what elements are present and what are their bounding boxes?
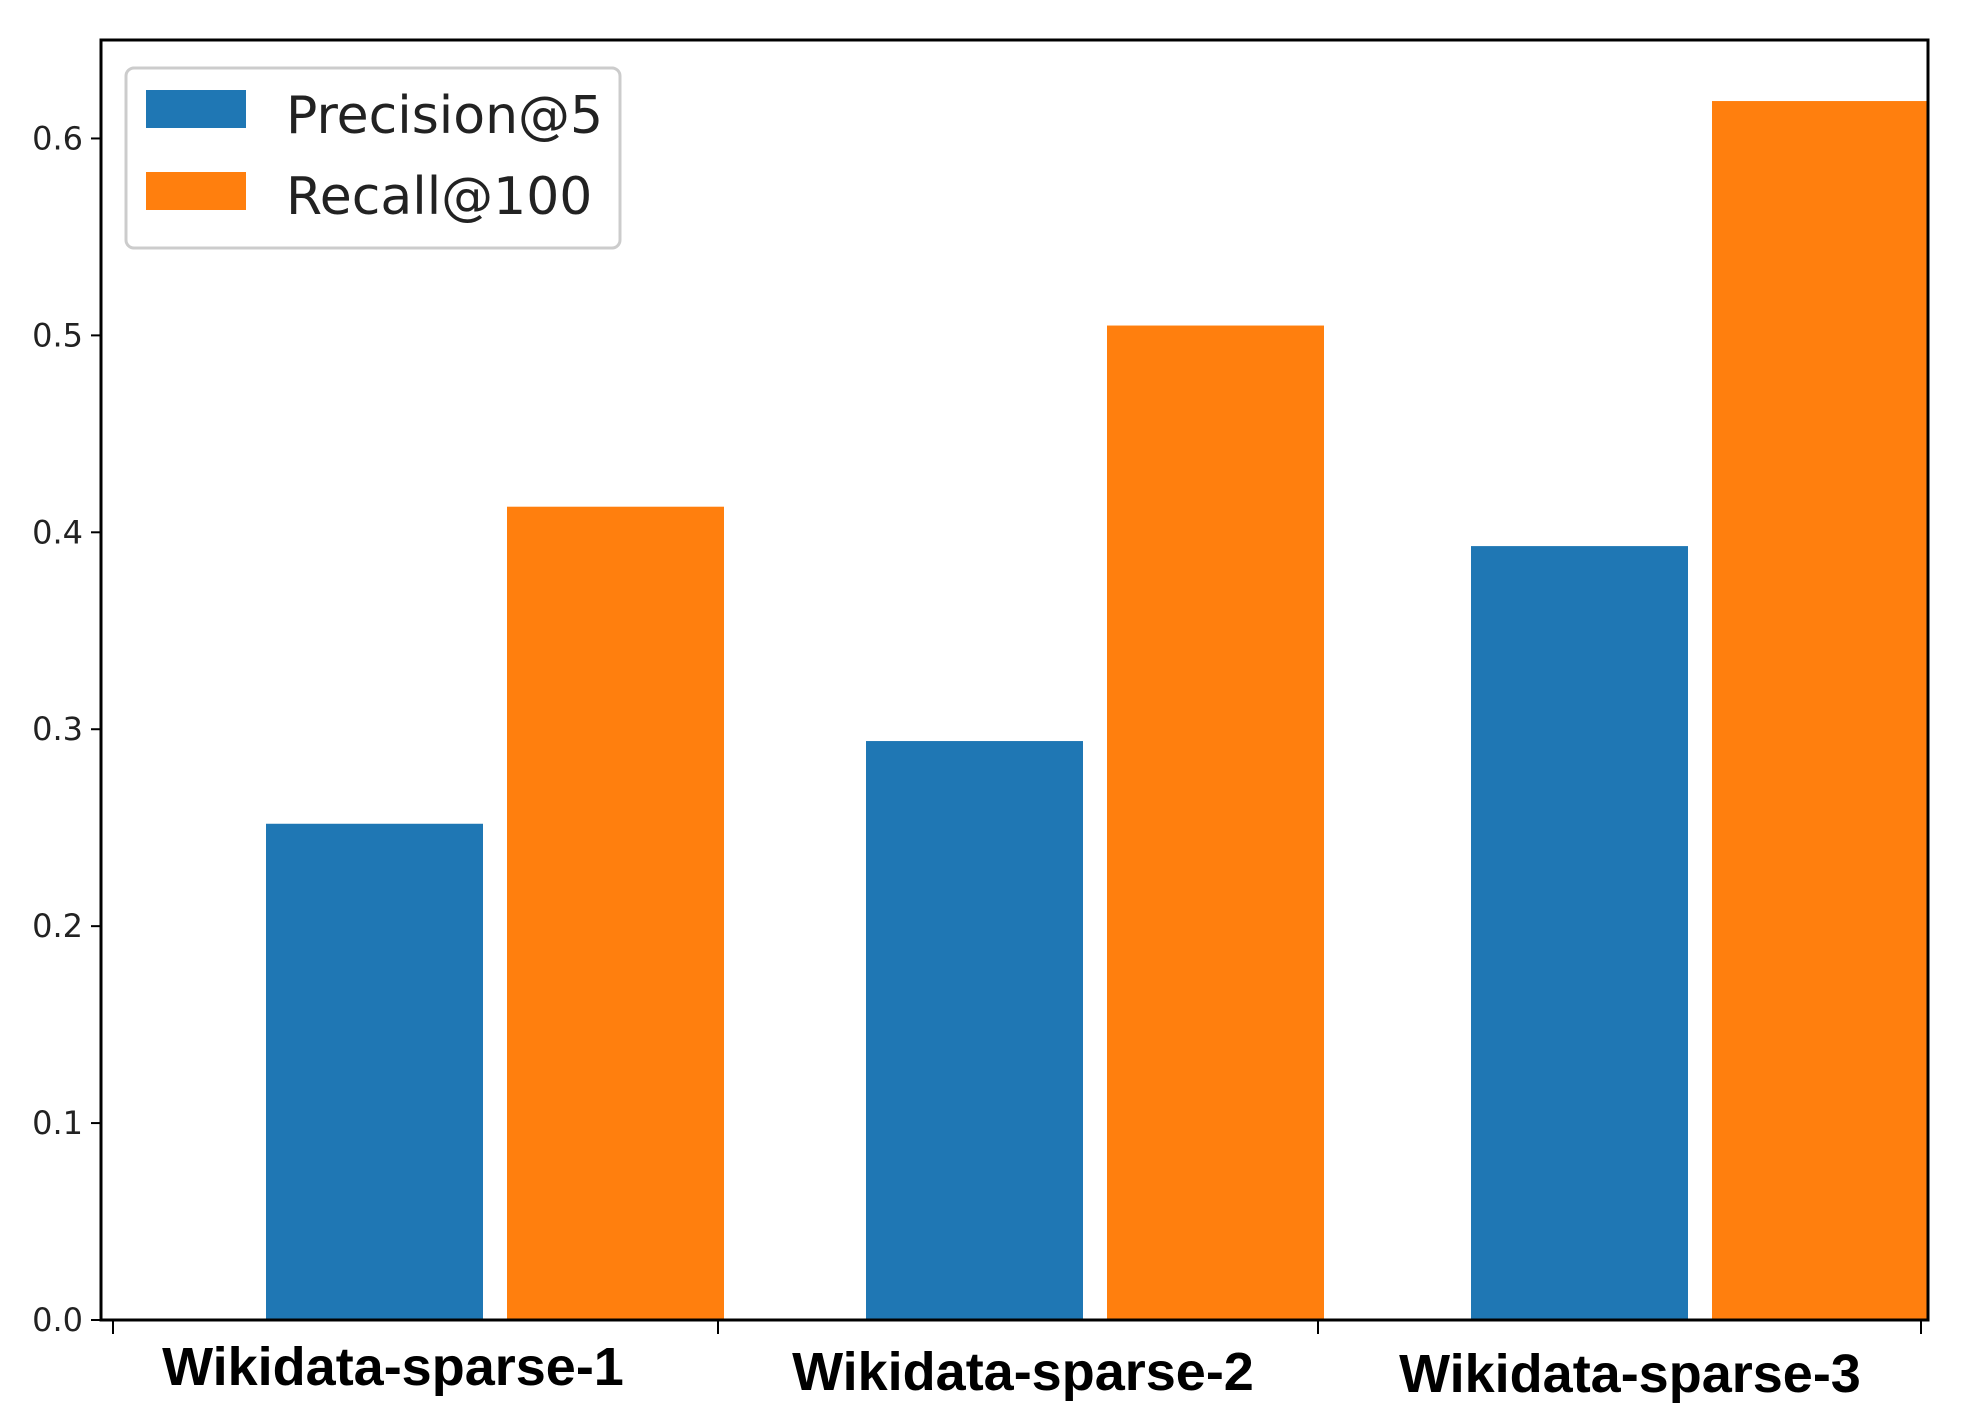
plot-frame [99,38,1930,1322]
legend-swatch-recall [146,172,246,210]
legend: Precision@5 Recall@100 [124,66,622,250]
x-category-label: Wikidata-sparse-2 [792,1342,1254,1402]
bar-precision-1 [266,823,483,1320]
bars-layer [266,101,1929,1321]
legend-box [124,66,622,250]
legend-swatch-precision [146,90,246,128]
y-tick-label: 0.6 [32,119,83,157]
y-tick-label: 0.0 [32,1301,83,1339]
bar-recall-2 [1107,325,1324,1320]
bar-recall-1 [507,506,724,1320]
bar-precision-2 [866,741,1083,1320]
bar-precision-3 [1471,546,1688,1320]
y-tick-label: 0.2 [32,907,83,945]
y-tick-label: 0.3 [32,710,83,748]
x-axis: Wikidata-sparse-1 Wikidata-sparse-2 Wikida… [112,1320,1922,1404]
legend-label-recall: Recall@100 [286,167,592,227]
y-tick-label: 0.4 [32,513,83,551]
x-category-label: Wikidata-sparse-1 [162,1337,624,1397]
legend-label-precision: Precision@5 [286,86,603,146]
bar-recall-3 [1712,101,1929,1321]
x-category-label: Wikidata-sparse-3 [1399,1344,1861,1404]
y-axis: 0.0 0.1 0.2 0.3 0.4 0.5 0.6 [32,119,101,1339]
y-tick-label: 0.1 [32,1104,83,1142]
y-tick-label: 0.5 [32,316,83,354]
